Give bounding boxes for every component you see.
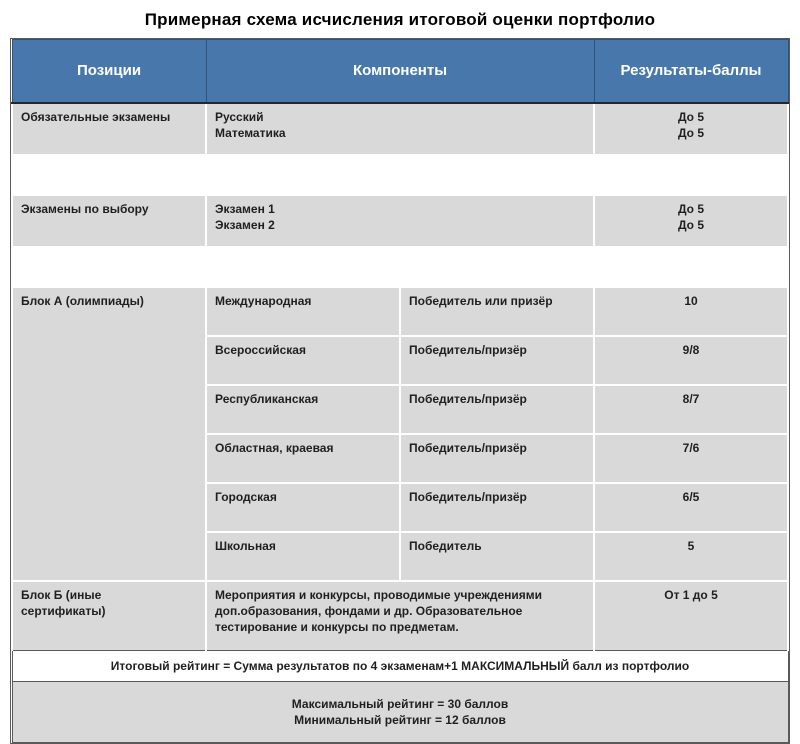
components-cell: Экзамен 1 Экзамен 2 xyxy=(205,194,595,248)
table-row-olympiad-regional: Областная, краевая Победитель/призёр 7/6 xyxy=(12,433,789,484)
portfolio-table: Позиции Компоненты Результаты-баллы Обяз… xyxy=(10,38,790,744)
olympiad-result-cell: Победитель/призёр xyxy=(399,482,595,533)
table-row-block-b: Блок Б (иные сертификаты) Мероприятия и … xyxy=(11,580,789,651)
points-cell: 10 xyxy=(593,286,789,337)
components-cell: Мероприятия и конкурсы, проводимые учреж… xyxy=(205,580,595,651)
olympiad-level-cell: Республиканская xyxy=(205,384,401,435)
table-row-olympiad-city: Городская Победитель/призёр 6/5 xyxy=(12,482,789,533)
olympiad-result-cell: Победитель xyxy=(399,531,595,582)
table-row-olympiad-international: Блок А (олимпиады) Международная Победит… xyxy=(11,286,789,582)
header-cell-results: Результаты-баллы xyxy=(593,39,789,104)
table-row-olympiad-republican: Республиканская Победитель/призёр 8/7 xyxy=(12,384,789,435)
olympiad-level-cell: Школьная xyxy=(205,531,401,582)
slide-title: Примерная схема исчисления итоговой оцен… xyxy=(144,10,656,29)
olympiad-level-cell: Областная, краевая xyxy=(205,433,401,484)
table-row-elective-exams: Экзамены по выбору Экзамен 1 Экзамен 2 Д… xyxy=(11,194,789,248)
components-cell: Русский Математика xyxy=(205,102,595,156)
minmax-rating-text: Максимальный рейтинг = 30 баллов Минимал… xyxy=(11,681,789,743)
points-cell: 7/6 xyxy=(593,433,789,484)
olympiad-result-cell: Победитель/призёр xyxy=(399,335,595,386)
spacer-cell xyxy=(11,154,789,196)
points-cell: 8/7 xyxy=(593,384,789,435)
position-cell: Обязательные экзамены xyxy=(11,102,207,156)
header-cell-components: Компоненты xyxy=(205,39,595,104)
total-rating-row: Итоговый рейтинг = Сумма результатов по … xyxy=(11,650,789,682)
position-cell-block-b: Блок Б (иные сертификаты) xyxy=(11,580,207,651)
total-rating-text: Итоговый рейтинг = Сумма результатов по … xyxy=(11,650,789,682)
position-cell: Экзамены по выбору xyxy=(11,194,207,248)
spacer-row xyxy=(11,246,789,288)
spacer-row xyxy=(11,154,789,196)
table-header-row: Позиции Компоненты Результаты-баллы xyxy=(11,39,789,104)
olympiad-level-cell: Международная xyxy=(205,286,401,337)
points-cell: 6/5 xyxy=(593,482,789,533)
olympiad-result-cell: Победитель или призёр xyxy=(399,286,595,337)
table-row-olympiad-school: Школьная Победитель 5 xyxy=(12,531,789,582)
points-cell: 9/8 xyxy=(593,335,789,386)
header-cell-positions: Позиции xyxy=(11,39,207,104)
olympiad-result-cell: Победитель/призёр xyxy=(399,433,595,484)
olympiad-level-cell: Всероссийская xyxy=(205,335,401,386)
table-row-olympiad-national: Всероссийская Победитель/призёр 9/8 xyxy=(12,335,789,386)
position-cell-block-a: Блок А (олимпиады) xyxy=(11,286,207,582)
olympiad-level-cell: Городская xyxy=(205,482,401,533)
portfolio-rating-table: Позиции Компоненты Результаты-баллы Обяз… xyxy=(11,39,789,743)
minmax-rating-row: Максимальный рейтинг = 30 баллов Минимал… xyxy=(11,681,789,743)
table-row-required-exams: Обязательные экзамены Русский Математика… xyxy=(11,102,789,156)
olympiad-result-cell: Победитель/призёр xyxy=(399,384,595,435)
points-cell: 5 xyxy=(593,531,789,582)
results-cell: До 5 До 5 xyxy=(593,102,789,156)
points-cell: От 1 до 5 xyxy=(593,580,789,651)
results-cell: До 5 До 5 xyxy=(593,194,789,248)
spacer-cell xyxy=(11,246,789,288)
